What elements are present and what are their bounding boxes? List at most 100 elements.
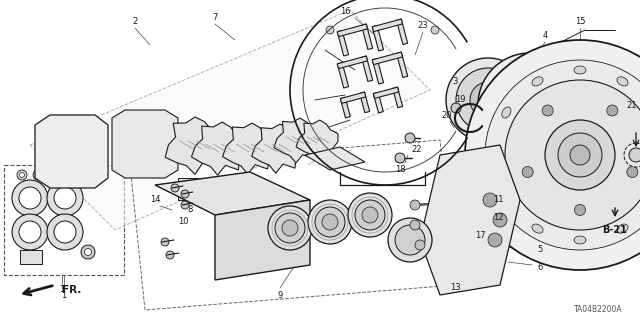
Circle shape bbox=[508, 83, 552, 127]
Circle shape bbox=[395, 153, 405, 163]
Circle shape bbox=[627, 167, 638, 177]
Circle shape bbox=[84, 249, 92, 256]
Circle shape bbox=[542, 105, 553, 116]
Circle shape bbox=[446, 58, 530, 142]
Text: 4: 4 bbox=[542, 31, 548, 40]
Text: 19: 19 bbox=[455, 95, 465, 105]
Circle shape bbox=[35, 173, 40, 177]
Text: 11: 11 bbox=[493, 196, 503, 204]
Ellipse shape bbox=[617, 77, 628, 86]
Circle shape bbox=[485, 60, 640, 250]
Circle shape bbox=[315, 207, 345, 237]
Circle shape bbox=[12, 180, 48, 216]
Polygon shape bbox=[360, 92, 370, 113]
Ellipse shape bbox=[532, 224, 543, 233]
Polygon shape bbox=[252, 124, 302, 173]
Text: 5: 5 bbox=[538, 246, 543, 255]
Circle shape bbox=[181, 190, 189, 198]
Polygon shape bbox=[396, 19, 408, 44]
Text: FR.: FR. bbox=[62, 285, 81, 295]
Ellipse shape bbox=[617, 224, 628, 233]
Text: 20: 20 bbox=[442, 110, 452, 120]
Bar bbox=[20, 250, 42, 264]
Text: 22: 22 bbox=[412, 145, 422, 154]
Polygon shape bbox=[305, 147, 365, 170]
Polygon shape bbox=[373, 92, 383, 113]
Text: 21: 21 bbox=[627, 100, 637, 109]
Text: 10: 10 bbox=[178, 218, 188, 226]
Circle shape bbox=[522, 167, 533, 177]
Circle shape bbox=[410, 220, 420, 230]
Circle shape bbox=[405, 133, 415, 143]
Ellipse shape bbox=[502, 107, 511, 118]
Ellipse shape bbox=[574, 66, 586, 74]
Polygon shape bbox=[420, 145, 520, 295]
Polygon shape bbox=[296, 120, 338, 161]
Circle shape bbox=[348, 193, 392, 237]
Ellipse shape bbox=[574, 236, 586, 244]
Circle shape bbox=[66, 146, 78, 158]
Circle shape bbox=[268, 206, 312, 250]
Circle shape bbox=[171, 184, 179, 192]
Polygon shape bbox=[396, 52, 408, 78]
Polygon shape bbox=[35, 115, 108, 188]
Circle shape bbox=[395, 225, 425, 255]
Circle shape bbox=[81, 245, 95, 259]
Circle shape bbox=[525, 130, 534, 139]
Circle shape bbox=[558, 133, 602, 177]
Circle shape bbox=[415, 240, 425, 250]
Circle shape bbox=[388, 218, 432, 262]
Circle shape bbox=[490, 65, 570, 145]
Polygon shape bbox=[155, 172, 310, 215]
Polygon shape bbox=[165, 117, 223, 174]
Text: 12: 12 bbox=[493, 213, 503, 222]
Text: 14: 14 bbox=[150, 196, 160, 204]
Circle shape bbox=[93, 170, 97, 174]
Circle shape bbox=[166, 251, 174, 259]
Circle shape bbox=[570, 145, 590, 165]
Circle shape bbox=[478, 53, 582, 157]
Circle shape bbox=[54, 187, 76, 209]
Circle shape bbox=[456, 68, 520, 132]
Circle shape bbox=[493, 213, 507, 227]
Circle shape bbox=[54, 221, 76, 243]
Text: 1: 1 bbox=[61, 291, 67, 300]
Circle shape bbox=[19, 173, 24, 177]
Polygon shape bbox=[337, 63, 349, 88]
Circle shape bbox=[479, 91, 497, 109]
Circle shape bbox=[308, 200, 352, 244]
Circle shape bbox=[78, 170, 82, 174]
Circle shape bbox=[362, 207, 378, 223]
Text: TA04B2200A: TA04B2200A bbox=[573, 306, 622, 315]
Circle shape bbox=[607, 105, 618, 116]
Circle shape bbox=[554, 110, 563, 119]
Text: 1: 1 bbox=[60, 286, 65, 294]
Circle shape bbox=[451, 103, 461, 113]
Circle shape bbox=[90, 167, 99, 176]
Polygon shape bbox=[372, 58, 383, 84]
Circle shape bbox=[181, 201, 189, 209]
Circle shape bbox=[488, 233, 502, 247]
Polygon shape bbox=[215, 200, 310, 280]
Circle shape bbox=[17, 170, 27, 180]
Ellipse shape bbox=[491, 149, 499, 161]
Circle shape bbox=[19, 187, 41, 209]
Circle shape bbox=[431, 26, 439, 34]
Text: 15: 15 bbox=[575, 18, 585, 26]
Polygon shape bbox=[372, 19, 403, 32]
Text: 17: 17 bbox=[475, 231, 485, 240]
Circle shape bbox=[543, 76, 552, 85]
Text: 6: 6 bbox=[538, 263, 543, 272]
Polygon shape bbox=[191, 122, 246, 175]
Circle shape bbox=[624, 143, 640, 167]
Circle shape bbox=[76, 167, 84, 176]
Circle shape bbox=[497, 110, 506, 119]
Text: 9: 9 bbox=[277, 291, 283, 300]
Circle shape bbox=[33, 170, 43, 180]
Polygon shape bbox=[393, 87, 403, 108]
Polygon shape bbox=[112, 110, 178, 178]
Circle shape bbox=[12, 214, 48, 250]
Polygon shape bbox=[372, 52, 403, 65]
Text: 23: 23 bbox=[418, 20, 428, 29]
Circle shape bbox=[470, 82, 506, 118]
